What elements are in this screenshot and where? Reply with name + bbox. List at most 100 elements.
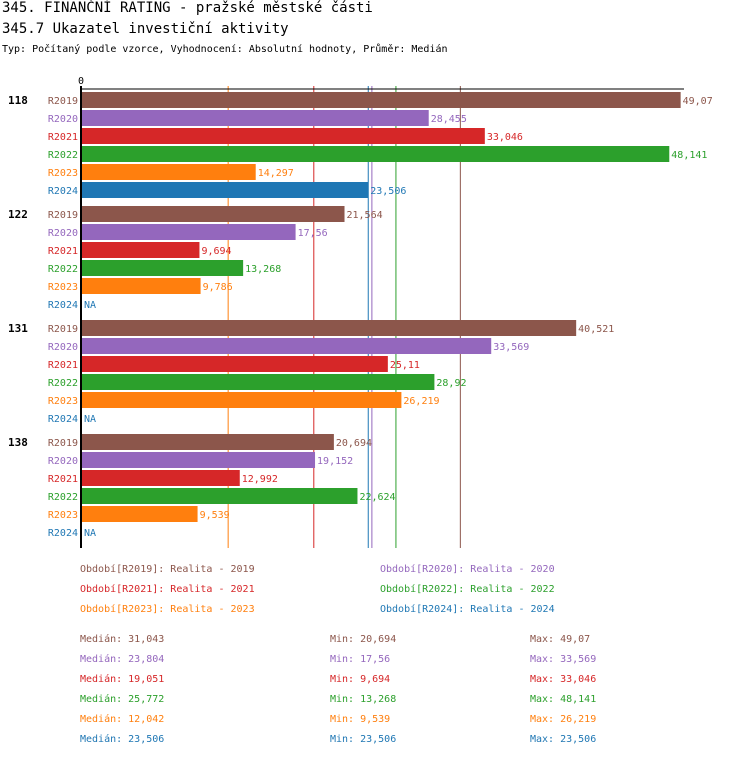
series-label-r2020: R2020 bbox=[48, 114, 78, 125]
series-label-r2019: R2019 bbox=[48, 438, 78, 449]
data-label-122-r2021: 9,694 bbox=[201, 246, 231, 257]
bar-118-r2019 bbox=[81, 92, 681, 108]
series-label-r2023: R2023 bbox=[48, 282, 78, 293]
data-label-118-r2019: 49,07 bbox=[683, 96, 713, 107]
stat-min-r2020: Min: 17,56 bbox=[330, 654, 391, 665]
bar-122-r2020 bbox=[81, 224, 296, 240]
bar-138-r2020 bbox=[81, 452, 316, 468]
data-label-122-r2020: 17,56 bbox=[298, 228, 328, 239]
data-label-131-r2024: NA bbox=[84, 414, 96, 425]
legend-item-r2020: Období[R2020]: Realita - 2020 bbox=[380, 564, 555, 575]
stat-max-r2023: Max: 26,219 bbox=[530, 714, 597, 725]
data-label-131-r2022: 28,92 bbox=[436, 378, 466, 389]
bar-118-r2021 bbox=[81, 128, 485, 144]
bar-122-r2021 bbox=[81, 242, 200, 258]
data-label-138-r2021: 12,992 bbox=[242, 474, 278, 485]
data-label-138-r2019: 20,694 bbox=[336, 438, 372, 449]
stat-max-r2021: Max: 33,046 bbox=[530, 674, 597, 685]
series-label-r2022: R2022 bbox=[48, 492, 78, 503]
series-label-r2020: R2020 bbox=[48, 342, 78, 353]
data-label-122-r2022: 13,268 bbox=[245, 264, 281, 275]
bar-138-r2021 bbox=[81, 470, 240, 486]
legend-item-r2024: Období[R2024]: Realita - 2024 bbox=[380, 604, 555, 615]
stat-min-r2024: Min: 23,506 bbox=[330, 734, 397, 745]
page-subtitle: 345.7 Ukazatel investiční aktivity bbox=[2, 21, 289, 37]
legend-item-r2022: Období[R2022]: Realita - 2022 bbox=[380, 584, 555, 595]
bar-131-r2020 bbox=[81, 338, 492, 354]
stat-min-r2022: Min: 13,268 bbox=[330, 694, 397, 705]
bar-138-r2019 bbox=[81, 434, 334, 450]
stat-max-r2022: Max: 48,141 bbox=[530, 694, 597, 705]
bar-122-r2023 bbox=[81, 278, 201, 294]
bar-118-r2024 bbox=[81, 182, 369, 198]
stat-min-r2021: Min: 9,694 bbox=[330, 674, 391, 685]
data-label-138-r2022: 22,624 bbox=[359, 492, 395, 503]
stat-median-r2019: Medián: 31,043 bbox=[80, 634, 165, 645]
chart-meta: Typ: Počítaný podle vzorce, Vyhodnocení:… bbox=[2, 44, 448, 55]
series-label-r2023: R2023 bbox=[48, 510, 78, 521]
series-label-r2024: R2024 bbox=[48, 186, 78, 197]
legend-item-r2021: Období[R2021]: Realita - 2021 bbox=[80, 584, 255, 595]
bar-138-r2022 bbox=[81, 488, 358, 504]
group-label-131: 131 bbox=[8, 322, 28, 335]
data-label-131-r2019: 40,521 bbox=[578, 324, 614, 335]
data-label-118-r2022: 48,141 bbox=[671, 150, 707, 161]
stat-max-r2020: Max: 33,569 bbox=[530, 654, 597, 665]
series-label-r2024: R2024 bbox=[48, 528, 78, 539]
group-label-122: 122 bbox=[8, 208, 28, 221]
series-label-r2019: R2019 bbox=[48, 96, 78, 107]
series-label-r2020: R2020 bbox=[48, 456, 78, 467]
data-label-122-r2023: 9,786 bbox=[203, 282, 233, 293]
stat-median-r2024: Medián: 23,506 bbox=[80, 734, 165, 745]
stat-max-r2019: Max: 49,07 bbox=[530, 634, 591, 645]
legend-item-r2019: Období[R2019]: Realita - 2019 bbox=[80, 564, 255, 575]
bar-122-r2022 bbox=[81, 260, 244, 276]
stat-median-r2023: Medián: 12,042 bbox=[80, 714, 165, 725]
series-label-r2021: R2021 bbox=[48, 132, 78, 143]
series-label-r2022: R2022 bbox=[48, 264, 78, 275]
data-label-118-r2023: 14,297 bbox=[258, 168, 294, 179]
data-label-131-r2023: 26,219 bbox=[403, 396, 439, 407]
page-title: 345. FINANČNÍ RATING - pražské městské č… bbox=[2, 0, 373, 16]
axis-zero-label: 0 bbox=[78, 76, 84, 87]
series-label-r2021: R2021 bbox=[48, 360, 78, 371]
bar-118-r2023 bbox=[81, 164, 256, 180]
data-label-131-r2021: 25,11 bbox=[390, 360, 420, 371]
series-label-r2019: R2019 bbox=[48, 210, 78, 221]
data-label-122-r2019: 21,564 bbox=[347, 210, 383, 221]
bar-118-r2022 bbox=[81, 146, 670, 162]
data-label-138-r2023: 9,539 bbox=[200, 510, 230, 521]
stat-min-r2019: Min: 20,694 bbox=[330, 634, 397, 645]
series-label-r2021: R2021 bbox=[48, 246, 78, 257]
group-label-138: 138 bbox=[8, 436, 28, 449]
series-label-r2022: R2022 bbox=[48, 378, 78, 389]
data-label-138-r2024: NA bbox=[84, 528, 96, 539]
group-label-118: 118 bbox=[8, 94, 28, 107]
bar-131-r2019 bbox=[81, 320, 577, 336]
series-label-r2024: R2024 bbox=[48, 414, 78, 425]
bar-118-r2020 bbox=[81, 110, 429, 126]
data-label-118-r2021: 33,046 bbox=[487, 132, 523, 143]
data-label-138-r2020: 19,152 bbox=[317, 456, 353, 467]
bar-131-r2021 bbox=[81, 356, 388, 372]
series-label-r2019: R2019 bbox=[48, 324, 78, 335]
data-label-118-r2020: 28,455 bbox=[431, 114, 467, 125]
data-label-131-r2020: 33,569 bbox=[493, 342, 529, 353]
series-label-r2020: R2020 bbox=[48, 228, 78, 239]
bar-138-r2023 bbox=[81, 506, 198, 522]
stat-max-r2024: Max: 23,506 bbox=[530, 734, 597, 745]
data-label-122-r2024: NA bbox=[84, 300, 96, 311]
legend-item-r2023: Období[R2023]: Realita - 2023 bbox=[80, 604, 255, 615]
stat-median-r2020: Medián: 23,804 bbox=[80, 654, 165, 665]
series-label-r2023: R2023 bbox=[48, 168, 78, 179]
series-label-r2021: R2021 bbox=[48, 474, 78, 485]
bar-131-r2023 bbox=[81, 392, 402, 408]
series-label-r2023: R2023 bbox=[48, 396, 78, 407]
stat-median-r2022: Medián: 25,772 bbox=[80, 694, 165, 705]
stat-min-r2023: Min: 9,539 bbox=[330, 714, 391, 725]
data-label-118-r2024: 23,506 bbox=[370, 186, 406, 197]
bar-122-r2019 bbox=[81, 206, 345, 222]
series-label-r2024: R2024 bbox=[48, 300, 78, 311]
bar-131-r2022 bbox=[81, 374, 435, 390]
